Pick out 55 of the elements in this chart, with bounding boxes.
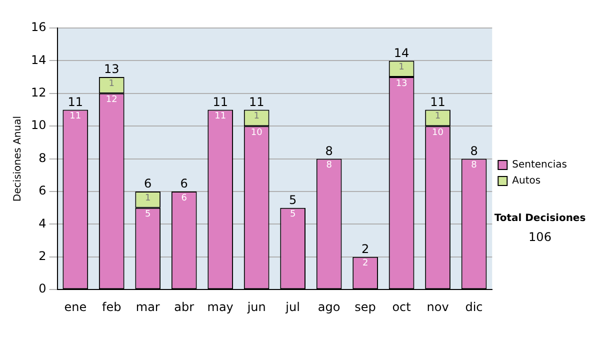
x-tick-label: may xyxy=(207,300,234,314)
x-tick-label: sep xyxy=(354,300,376,314)
total-label: 2 xyxy=(361,242,370,256)
x-tick-label: feb xyxy=(102,300,122,314)
data-label: 11 xyxy=(70,112,82,122)
data-label: 10 xyxy=(250,128,263,138)
x-tick-label: dic xyxy=(465,300,483,314)
y-tick-label: 16 xyxy=(30,20,46,34)
legend-label: Sentencias xyxy=(512,160,568,171)
text: Total Decisiones xyxy=(493,213,587,224)
total-label: 8 xyxy=(325,144,333,158)
total-label: 6 xyxy=(180,176,188,191)
total-label: 8 xyxy=(470,144,478,158)
y-tick-label: 2 xyxy=(38,249,46,264)
data-label: 1 xyxy=(398,62,404,73)
y-tick-label: 6 xyxy=(38,184,46,198)
data-label: 8 xyxy=(326,160,332,171)
text: 106 xyxy=(528,230,552,244)
data-label: 5 xyxy=(145,210,151,220)
y-axis-title: Decisiones Anual xyxy=(12,116,24,202)
data-label: 5 xyxy=(290,210,296,220)
data-label: 1 xyxy=(254,112,260,122)
y-tick-label: 4 xyxy=(38,216,46,230)
data-label: 13 xyxy=(396,78,408,89)
x-tick-label: ene xyxy=(64,300,87,314)
x-tick-label: ago xyxy=(318,300,340,314)
total-label: 13 xyxy=(104,62,120,76)
data-label: 12 xyxy=(106,95,118,106)
data-label: 8 xyxy=(471,160,478,171)
total-label: 14 xyxy=(394,46,410,60)
y-tick-label: 0 xyxy=(38,282,46,296)
total-label: 11 xyxy=(430,94,446,109)
data-label: 1 xyxy=(434,112,441,122)
total-label: 11 xyxy=(248,94,264,109)
data-label: 1 xyxy=(145,193,151,204)
x-tick-label: abr xyxy=(174,300,194,314)
x-tick-label: jul xyxy=(284,300,300,314)
x-tick-label: oct xyxy=(392,300,412,314)
y-tick-label: 12 xyxy=(30,86,46,100)
data-label: 1 xyxy=(108,78,114,89)
y-tick-label: 14 xyxy=(30,52,46,67)
data-label: 6 xyxy=(181,193,188,204)
total-label: 5 xyxy=(289,192,297,207)
y-tick-label: 10 xyxy=(30,118,46,132)
y-tick-label: 8 xyxy=(38,150,46,165)
total-label: 11 xyxy=(212,94,228,109)
x-tick-label: jun xyxy=(246,300,266,314)
x-tick-label: mar xyxy=(136,300,160,314)
data-label: 11 xyxy=(214,112,226,122)
total-label: 6 xyxy=(144,176,152,191)
data-label: 10 xyxy=(432,128,444,138)
legend-label: Autos xyxy=(512,176,541,187)
total-label: 11 xyxy=(68,94,84,109)
data-label: 2 xyxy=(362,258,368,269)
x-tick-label: nov xyxy=(426,300,449,314)
